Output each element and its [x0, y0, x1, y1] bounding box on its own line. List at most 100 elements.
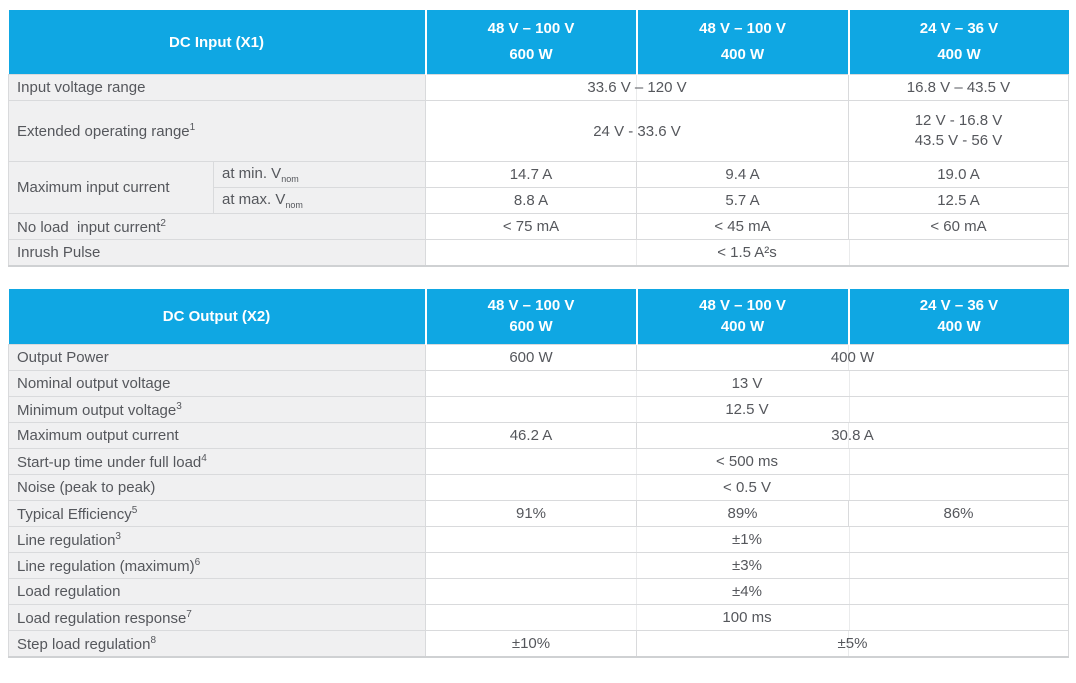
cell-line-regulation-all: ±1% [425, 526, 1069, 553]
table-row-output-power: Output Power 600 W 400 W [8, 344, 1069, 371]
row-label-typical-efficiency: Typical Efficiency5 [8, 500, 426, 527]
row-label-line-regulation-maximum: Line regulation (maximum)6 [8, 552, 426, 579]
cell-input-voltage-range-col3: 16.8 V – 43.5 V [848, 74, 1069, 101]
row-label-load-regulation-response: Load regulation response7 [8, 604, 426, 631]
cell-output-power-col23: 400 W [636, 344, 1069, 371]
cell-efficiency-col1: 91% [425, 500, 637, 527]
footnote-mark: 3 [115, 530, 121, 542]
col1-voltage-range: 48 V – 100 V [487, 20, 575, 37]
cell-load-regulation-response-all: 100 ms [425, 604, 1069, 631]
table-row-step-load-regulation: Step load regulation8 ±10% ±5% [8, 630, 1069, 658]
dc-input-col-header-1: 48 V – 100 V 600 W [425, 10, 638, 75]
table-row-noise: Noise (peak to peak) < 0.5 V [8, 474, 1069, 501]
table-row-no-load-input-current: No load input current2 < 75 mA < 45 mA <… [8, 213, 1069, 240]
footnote-mark: 4 [201, 452, 207, 464]
cell-min-vnom-col1: 14.7 A [425, 161, 637, 188]
row-label-extended-operating-range: Extended operating range1 [8, 100, 426, 162]
cell-extended-range-col12: 24 V - 33.6 V [425, 100, 849, 162]
cell-step-load-col1: ±10% [425, 630, 637, 658]
extended-range-line2: 43.5 V - 56 V [914, 132, 1003, 149]
table-row-typical-efficiency: Typical Efficiency5 91% 89% 86% [8, 500, 1069, 527]
footnote-mark: 1 [189, 122, 196, 133]
cell-max-vnom-col2: 5.7 A [636, 187, 849, 214]
dc-input-col-header-2: 48 V – 100 V 400 W [636, 10, 850, 75]
footnote-mark: 5 [131, 504, 138, 516]
cell-max-vnom-col1: 8.8 A [425, 187, 637, 214]
cell-min-vnom-col3: 19.0 A [848, 161, 1069, 188]
table-row-maximum-output-current: Maximum output current 46.2 A 30.8 A [8, 422, 1069, 449]
table-row-line-regulation-maximum: Line regulation (maximum)6 ±3% [8, 552, 1069, 579]
cell-input-voltage-range-col12: 33.6 V – 120 V [425, 74, 849, 101]
footnote-mark: 2 [160, 217, 166, 229]
table-row-max-input-current-max: at max. Vnom 8.8 A 5.7 A 12.5 A [9, 187, 1069, 214]
cell-inrush-pulse-all: < 1.5 A²s [425, 239, 1069, 267]
cell-output-power-col1: 600 W [425, 344, 637, 371]
col2-power: 400 W [720, 318, 765, 335]
row-label-output-power: Output Power [8, 344, 426, 371]
col1-power: 600 W [509, 318, 553, 335]
row-label-no-load-input-current: No load input current2 [8, 213, 426, 240]
row-label-minimum-output-voltage: Minimum output voltage3 [8, 396, 426, 423]
table-row-load-regulation: Load regulation ±4% [8, 578, 1069, 605]
row-label-noise: Noise (peak to peak) [8, 474, 426, 501]
row-label-input-voltage-range: Input voltage range [8, 74, 426, 101]
col3-voltage-range: 24 V – 36 V [919, 297, 999, 314]
cell-line-regulation-max-all: ±3% [425, 552, 1069, 579]
table-row-inrush-pulse: Inrush Pulse < 1.5 A²s [8, 239, 1069, 267]
footnote-mark: 8 [150, 634, 156, 646]
row-label-maximum-input-current: Maximum input current [8, 161, 214, 214]
row-label-line-regulation: Line regulation3 [8, 526, 426, 553]
col2-power: 400 W [720, 46, 765, 63]
col2-voltage-range: 48 V – 100 V [699, 20, 786, 37]
table-row-input-voltage-range: Input voltage range 33.6 V – 120 V 16.8 … [8, 74, 1069, 101]
dc-output-title: DC Output (X2) [8, 289, 427, 345]
cell-efficiency-col2: 89% [636, 500, 849, 527]
col3-voltage-range: 24 V – 36 V [919, 20, 999, 37]
table-row-nominal-output-voltage: Nominal output voltage 13 V [8, 370, 1069, 397]
table-row-line-regulation: Line regulation3 ±1% [8, 526, 1069, 553]
subscript-nom: nom [281, 174, 299, 184]
dc-input-title: DC Input (X1) [8, 10, 427, 75]
cell-no-load-col3: < 60 mA [848, 213, 1069, 240]
dc-output-table: DC Output (X2) 48 V – 100 V 600 W 48 V –… [8, 289, 1069, 658]
spec-sheet: DC Input (X1) 48 V – 100 V 600 W 48 V – … [8, 10, 1069, 658]
table-row-load-regulation-response: Load regulation response7 100 ms [8, 604, 1069, 631]
cell-efficiency-col3: 86% [848, 500, 1069, 527]
dc-input-table: DC Input (X1) 48 V – 100 V 600 W 48 V – … [8, 10, 1069, 267]
sublabel-at-max-vnom: at max. Vnom [213, 187, 426, 214]
footnote-mark: 3 [176, 400, 182, 412]
dc-output-header-row: DC Output (X2) 48 V – 100 V 600 W 48 V –… [8, 289, 1069, 345]
sublabel-at-min-vnom: at min. Vnom [213, 161, 426, 188]
row-label-startup-time: Start-up time under full load4 [8, 448, 426, 475]
table-row-extended-operating-range: Extended operating range1 24 V - 33.6 V … [8, 100, 1069, 162]
dc-input-col-header-3: 24 V – 36 V 400 W [848, 10, 1069, 75]
cell-min-vnom-col2: 9.4 A [636, 161, 849, 188]
row-label-maximum-output-current: Maximum output current [8, 422, 426, 449]
row-label-inrush-pulse: Inrush Pulse [8, 239, 426, 267]
dc-output-col-header-3: 24 V – 36 V 400 W [848, 289, 1069, 345]
subscript-nom: nom [285, 200, 303, 210]
cell-step-load-col23: ±5% [636, 630, 1069, 658]
dc-output-col-header-1: 48 V – 100 V 600 W [425, 289, 638, 345]
table-row-startup-time: Start-up time under full load4 < 500 ms [8, 448, 1069, 475]
dc-input-header-row: DC Input (X1) 48 V – 100 V 600 W 48 V – … [8, 10, 1069, 75]
cell-noise-all: < 0.5 V [425, 474, 1069, 501]
col1-power: 600 W [509, 46, 553, 63]
cell-extended-range-col3: 12 V - 16.8 V 43.5 V - 56 V [848, 100, 1069, 162]
col3-power: 400 W [937, 46, 981, 63]
cell-minimum-voltage-all: 12.5 V [425, 396, 1069, 423]
table-spacer [8, 267, 1068, 289]
cell-max-current-col23: 30.8 A [636, 422, 1069, 449]
row-label-step-load-regulation: Step load regulation8 [8, 630, 426, 658]
cell-startup-time-all: < 500 ms [425, 448, 1069, 475]
dc-output-col-header-2: 48 V – 100 V 400 W [636, 289, 850, 345]
col1-voltage-range: 48 V – 100 V [487, 297, 575, 314]
cell-no-load-col1: < 75 mA [425, 213, 637, 240]
table-row-minimum-output-voltage: Minimum output voltage3 12.5 V [8, 396, 1069, 423]
cell-max-current-col1: 46.2 A [425, 422, 637, 449]
cell-nominal-voltage-all: 13 V [425, 370, 1069, 397]
extended-range-line1: 12 V - 16.8 V [914, 112, 1003, 129]
cell-load-regulation-all: ±4% [425, 578, 1069, 605]
col3-power: 400 W [937, 318, 981, 335]
footnote-mark: 6 [194, 556, 201, 568]
